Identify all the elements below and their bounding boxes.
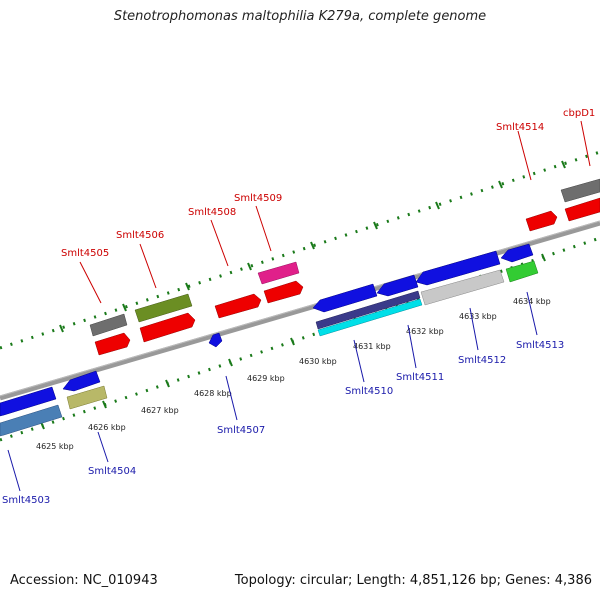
kbp-label: 4628 kbp (194, 389, 232, 398)
gene-label-top[interactable]: Smlt4505 (61, 248, 109, 259)
gene-label-bottom[interactable]: Smlt4512 (458, 355, 506, 366)
kbp-label: 4632 kbp (406, 327, 444, 336)
kbp-label: 4634 kbp (513, 297, 551, 306)
gene-indigo[interactable] (315, 290, 421, 330)
genome-backbone (0, 220, 600, 401)
gene-blue-arrow[interactable] (208, 332, 223, 348)
gene-red-arrow[interactable] (263, 280, 304, 304)
genome-summary-text: Topology: circular; Length: 4,851,126 bp… (234, 573, 592, 588)
gene-label-bottom[interactable]: Smlt4504 (88, 466, 136, 477)
outer-ruler-ticks (59, 160, 566, 333)
accession-text: Accession: NC_010943 (10, 573, 158, 588)
gene-magenta[interactable] (257, 261, 300, 285)
gene-label-bottom[interactable]: Smlt4511 (396, 372, 444, 383)
gene-label-bottom[interactable]: Smlt4507 (217, 425, 265, 436)
gene-lightgrey[interactable] (420, 269, 505, 306)
gene-red-arrow[interactable] (564, 197, 600, 222)
gene-steelblue[interactable] (0, 404, 63, 437)
gene-red-arrow[interactable] (214, 293, 262, 319)
gene-label-top[interactable]: Smlt4514 (496, 122, 544, 133)
gene-grey[interactable] (560, 178, 600, 203)
gene-cyan[interactable] (317, 298, 423, 337)
kbp-label: 4629 kbp (247, 374, 285, 383)
gene-green[interactable] (505, 260, 539, 283)
map-title: Stenotrophomonas maltophilia K279a, comp… (113, 9, 487, 24)
top-leader-lines (79, 120, 591, 304)
gene-olive[interactable] (134, 293, 193, 323)
gene-blue-arrow[interactable] (0, 386, 57, 417)
bottom-leader-lines (7, 291, 538, 492)
kbp-label: 4625 kbp (36, 442, 74, 451)
gene-khaki[interactable] (66, 385, 108, 410)
gene-red-arrow[interactable] (94, 332, 131, 356)
kbp-label: 4626 kbp (88, 423, 126, 432)
gene-blue-arrow[interactable] (62, 370, 101, 392)
gene-label-top[interactable]: cbpD1 (563, 108, 595, 119)
gene-label-bottom[interactable]: Smlt4510 (345, 386, 393, 397)
gene-label-bottom[interactable]: Smlt4503 (2, 495, 50, 506)
gene-label-top[interactable]: Smlt4509 (234, 193, 282, 204)
kbp-label: 4630 kbp (299, 357, 337, 366)
gene-blue-arrow[interactable] (312, 283, 378, 313)
gene-label-bottom[interactable]: Smlt4513 (516, 340, 564, 351)
gene-blue-arrow[interactable] (500, 243, 534, 263)
kbp-label: 4631 kbp (353, 342, 391, 351)
gene-grey[interactable] (89, 313, 128, 337)
gene-blue-arrow[interactable] (376, 274, 419, 297)
gene-red-arrow[interactable] (525, 210, 558, 232)
gene-red-arrow[interactable] (139, 312, 196, 343)
kbp-label: 4627 kbp (141, 406, 179, 415)
gene-label-top[interactable]: Smlt4506 (116, 230, 164, 241)
backbone-highlight (0, 220, 600, 397)
gene-label-top[interactable]: Smlt4508 (188, 207, 236, 218)
gene-blue-arrow[interactable] (415, 250, 501, 286)
kbp-label: 4633 kbp (459, 312, 497, 321)
